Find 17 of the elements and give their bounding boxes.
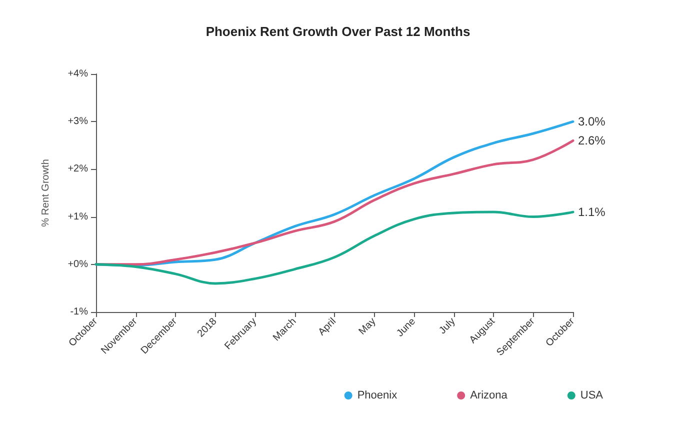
chart-title: Phoenix Rent Growth Over Past 12 Months (206, 24, 470, 39)
y-axis-title: % Rent Growth (40, 159, 52, 227)
legend-label: Phoenix (357, 390, 398, 402)
y-tick-label: +4% (68, 68, 88, 80)
y-tick-label: -1% (70, 306, 88, 318)
legend-label: USA (580, 390, 604, 402)
x-tick-label: May (357, 316, 378, 338)
data-label: 1.1% (578, 205, 606, 220)
y-tick-label: +2% (68, 164, 88, 175)
data-label: 3.0% (578, 114, 606, 129)
y-tick-label: +3% (68, 116, 88, 128)
y-tick-label: +1% (68, 211, 88, 222)
data-label: 2.6% (578, 134, 606, 148)
legend-label: Arizona (470, 390, 508, 402)
x-tick-label: July (437, 316, 458, 336)
y-tick-label: +0% (68, 258, 88, 270)
line-series (94, 210, 574, 285)
